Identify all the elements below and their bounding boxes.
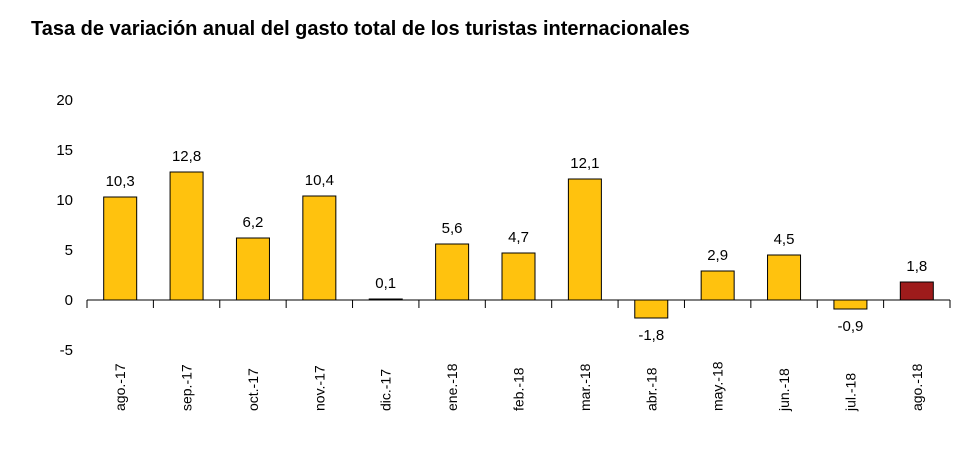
data-label: -1,8 — [638, 327, 664, 344]
bar — [700, 270, 735, 301]
x-tick-label: ago.-18 — [909, 363, 925, 411]
data-label: 1,8 — [906, 258, 927, 275]
data-label: 4,5 — [774, 231, 795, 248]
y-tick-label: 10 — [56, 192, 73, 209]
bars — [103, 171, 934, 319]
y-tick-label: 20 — [56, 92, 73, 109]
data-label: 12,1 — [570, 155, 599, 172]
data-label: 4,7 — [508, 229, 529, 246]
x-tick-label: ene.-18 — [444, 363, 460, 411]
bar — [833, 299, 868, 310]
bar — [567, 178, 602, 301]
data-label: 0,1 — [375, 275, 396, 292]
y-tick-label: 15 — [56, 142, 73, 159]
data-labels: 10,3 12,8 6,2 10,4 0,1 5,6 4,7 12,1 -1,8 2,9 4,5 -0… — [106, 148, 928, 344]
bar — [302, 195, 337, 301]
data-label: 10,3 — [106, 173, 135, 190]
x-tick-label: ago.-17 — [112, 363, 128, 411]
x-tick-label: abr.-18 — [643, 367, 659, 411]
x-tick-label: mar.-18 — [577, 363, 593, 411]
x-tick-label: jun.-18 — [776, 368, 792, 412]
x-tick-label: dic.-17 — [378, 369, 394, 411]
data-label: 12,8 — [172, 148, 201, 165]
bar — [435, 243, 470, 301]
bar — [235, 237, 270, 301]
data-label: 5,6 — [442, 220, 463, 237]
x-axis: ago.-17 sep.-17 oct.-17 nov.-17 dic.-17 ene.-… — [86, 299, 951, 412]
bar — [169, 171, 204, 301]
bar — [634, 299, 669, 319]
x-tick-label: jul.-18 — [842, 373, 858, 412]
bar — [103, 196, 138, 301]
x-tick-label: sep.-17 — [179, 364, 195, 411]
x-tick-label: nov.-17 — [311, 365, 327, 411]
x-tick-label: oct.-17 — [245, 368, 261, 411]
data-label: 6,2 — [243, 214, 264, 231]
x-tick-label: feb.-18 — [511, 367, 527, 411]
chart-title: Tasa de variación anual del gasto total … — [31, 18, 690, 40]
data-label: 2,9 — [707, 247, 728, 264]
data-label: 10,4 — [305, 172, 334, 189]
data-label: -0,9 — [837, 318, 863, 335]
bar — [501, 252, 536, 301]
y-tick-label: -5 — [60, 342, 73, 359]
y-tick-label: 5 — [65, 242, 73, 259]
y-axis: -5 0 5 10 15 20 — [56, 92, 73, 359]
bar — [899, 281, 934, 301]
bar — [767, 254, 802, 301]
x-tick-label: may.-18 — [710, 361, 726, 411]
y-tick-label: 0 — [65, 292, 73, 309]
